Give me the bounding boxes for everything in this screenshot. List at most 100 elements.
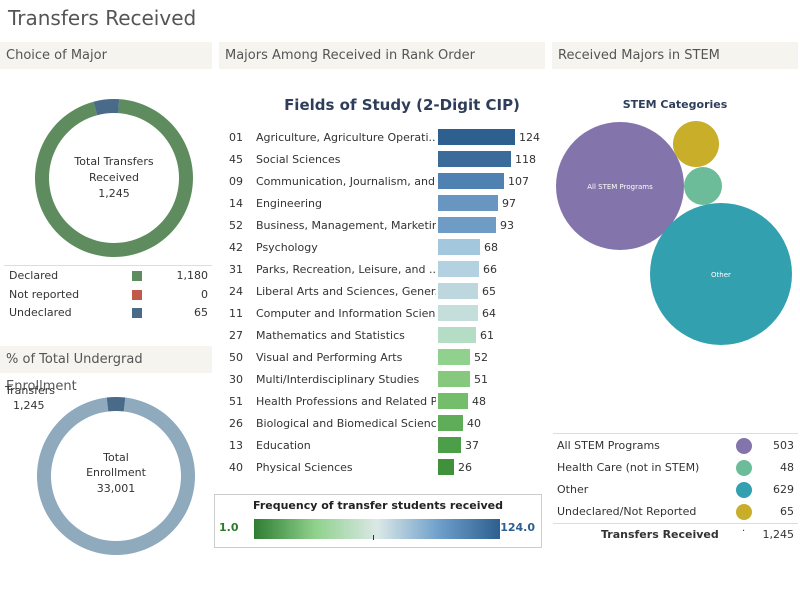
stem-row-value: 65: [780, 505, 794, 518]
bubble-other[interactable]: [650, 203, 792, 345]
bar-code: 11: [229, 307, 243, 320]
bar[interactable]: [438, 217, 496, 233]
bar-row[interactable]: 27 Mathematics and Statistics 61: [220, 325, 550, 347]
bar-label: Parks, Recreation, Leisure, and ..: [256, 263, 436, 276]
bar-code: 27: [229, 329, 243, 342]
bubble-all-stem[interactable]: [556, 122, 684, 250]
bar-code: 26: [229, 417, 243, 430]
transfers-label: Transfers: [5, 384, 55, 397]
bar-row[interactable]: 09 Communication, Journalism, and.. 107: [220, 171, 550, 193]
bar[interactable]: [438, 437, 461, 453]
bar-value: 40: [467, 417, 481, 430]
stem-total-divider: [553, 523, 798, 524]
legend-swatch: [132, 290, 142, 300]
bar-value: 93: [500, 219, 514, 232]
donut-segment[interactable]: [106, 397, 126, 412]
bar-code: 52: [229, 219, 243, 232]
legend-label: Undeclared: [9, 306, 72, 319]
bar-row[interactable]: 40 Physical Sciences 26: [220, 457, 550, 479]
bar[interactable]: [438, 129, 515, 145]
bubble-label-other: Other: [711, 271, 731, 279]
stem-row-undeclared[interactable]: Undeclared/Not Reported 65: [553, 501, 798, 523]
bar-value: 107: [508, 175, 529, 188]
legend-label: Declared: [9, 269, 59, 282]
bar-value: 97: [502, 197, 516, 210]
stem-total-label: Transfers Received: [601, 528, 719, 541]
stem-row-other[interactable]: Other 629: [553, 479, 798, 501]
choice-donut-chart[interactable]: Total Transfers Received 1,245: [28, 92, 200, 264]
donut-segment[interactable]: [93, 99, 120, 116]
legend-row-not-reported[interactable]: Not reported 0: [4, 286, 212, 304]
enrollment-center-value: 33,001: [97, 482, 136, 495]
legend-row-declared[interactable]: Declared 1,180: [4, 267, 212, 285]
bar-label: Multi/Interdisciplinary Studies: [256, 373, 420, 386]
bar[interactable]: [438, 261, 479, 277]
stem-row-dot: [736, 482, 752, 498]
bar[interactable]: [438, 151, 511, 167]
stem-row-label: Health Care (not in STEM): [557, 461, 700, 474]
enrollment-donut-chart[interactable]: Total Enrollment 33,001: [30, 390, 202, 562]
legend-value: 0: [201, 288, 208, 301]
enrollment-center-line1: Total: [102, 451, 129, 464]
bar-label: Visual and Performing Arts: [256, 351, 403, 364]
bar-label: Social Sciences: [256, 153, 341, 166]
bar[interactable]: [438, 305, 478, 321]
color-scale-max: 124.0: [500, 521, 535, 534]
bar[interactable]: [438, 349, 470, 365]
color-scale-tick: [373, 535, 374, 540]
enrollment-center-line2: Enrollment: [86, 466, 146, 479]
legend-row-undeclared[interactable]: Undeclared 65: [4, 304, 212, 322]
stem-row-all-stem[interactable]: All STEM Programs 503: [553, 435, 798, 457]
bar[interactable]: [438, 393, 468, 409]
bar-row[interactable]: 52 Business, Management, Marketin.. 93: [220, 215, 550, 237]
bar-row[interactable]: 24 Liberal Arts and Sciences, Gener.. 65: [220, 281, 550, 303]
bar-row[interactable]: 01 Agriculture, Agriculture Operati.. 124: [220, 127, 550, 149]
bar-code: 51: [229, 395, 243, 408]
bar[interactable]: [438, 173, 504, 189]
bar[interactable]: [438, 283, 478, 299]
bar-row[interactable]: 26 Biological and Biomedical Scienc.. 40: [220, 413, 550, 435]
bubble-undeclared[interactable]: [673, 121, 719, 167]
bar[interactable]: [438, 371, 470, 387]
bar-label: Liberal Arts and Sciences, Gener..: [256, 285, 436, 298]
bar-label: Agriculture, Agriculture Operati..: [256, 131, 436, 144]
bar-label: Mathematics and Statistics: [256, 329, 405, 342]
stem-total-dot: ·: [742, 526, 746, 537]
bar-row[interactable]: 30 Multi/Interdisciplinary Studies 51: [220, 369, 550, 391]
bar-row[interactable]: 11 Computer and Information Scien.. 64: [220, 303, 550, 325]
stem-row-value: 629: [773, 483, 794, 496]
stem-row-value: 48: [780, 461, 794, 474]
transfers-value: 1,245: [13, 399, 45, 412]
bar[interactable]: [438, 195, 498, 211]
bar-label: Communication, Journalism, and..: [256, 175, 436, 188]
stem-bubble-chart[interactable]: All STEM Programs Other: [552, 112, 798, 348]
stem-row-health-care[interactable]: Health Care (not in STEM) 48: [553, 457, 798, 479]
bar[interactable]: [438, 459, 454, 475]
bar-row[interactable]: 50 Visual and Performing Arts 52: [220, 347, 550, 369]
bar-label: Psychology: [256, 241, 318, 254]
panel-header-stem: Received Majors in STEM: [552, 42, 798, 69]
legend-swatch: [132, 308, 142, 318]
bar[interactable]: [438, 415, 463, 431]
bubble-health-care[interactable]: [684, 167, 722, 205]
bar-label: Computer and Information Scien..: [256, 307, 436, 320]
bar-row[interactable]: 13 Education 37: [220, 435, 550, 457]
bar-value: 48: [472, 395, 486, 408]
bar-row[interactable]: 51 Health Professions and Related P.. 48: [220, 391, 550, 413]
stem-total-row: Transfers Received · 1,245: [553, 524, 798, 546]
bar-row[interactable]: 14 Engineering 97: [220, 193, 550, 215]
bar-value: 124: [519, 131, 540, 144]
bar[interactable]: [438, 239, 480, 255]
bar-value: 118: [515, 153, 536, 166]
bar-value: 68: [484, 241, 498, 254]
bar-row[interactable]: 42 Psychology 68: [220, 237, 550, 259]
bar[interactable]: [438, 327, 476, 343]
stem-chart-title: STEM Categories: [622, 98, 728, 111]
bar-chart-title: Fields of Study (2-Digit CIP): [284, 96, 520, 114]
bar-row[interactable]: 45 Social Sciences 118: [220, 149, 550, 171]
bar-value: 61: [480, 329, 494, 342]
choice-legend-divider: [4, 265, 212, 266]
bubble-label-all-stem: All STEM Programs: [587, 183, 653, 191]
bar-row[interactable]: 31 Parks, Recreation, Leisure, and .. 66: [220, 259, 550, 281]
panel-header-choice-of-major: Choice of Major: [0, 42, 212, 69]
